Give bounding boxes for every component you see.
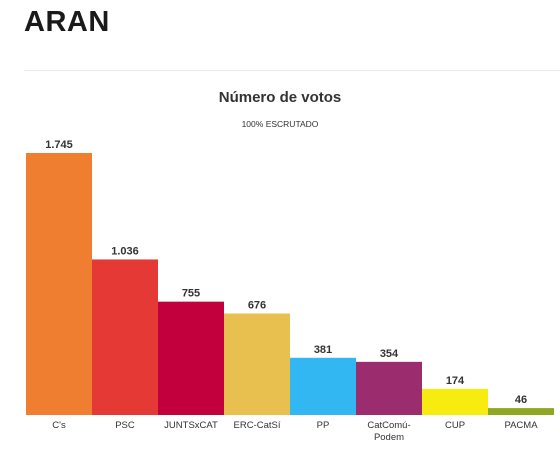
value-label: 381 [314, 344, 332, 356]
category-label: JUNTSxCAT [164, 420, 218, 431]
bar-5 [290, 357, 356, 415]
bar-1 [26, 153, 92, 415]
bar-6 [356, 361, 422, 415]
value-label: 1.036 [111, 245, 139, 257]
value-label: 676 [248, 300, 266, 312]
value-label: 174 [446, 375, 465, 387]
category-label: PSC [115, 420, 135, 431]
value-label: 755 [182, 288, 200, 300]
region-title: ARAN [24, 6, 110, 38]
chart-title: Número de votos [218, 89, 342, 106]
value-label: 1.745 [45, 139, 73, 151]
bar-7 [422, 388, 488, 415]
scrutinized-percent: 100% [241, 119, 264, 129]
category-label: PACMA [504, 420, 538, 431]
category-label: C's [52, 420, 66, 431]
category-label: CUP [445, 420, 465, 431]
category-label: ERC-CatSí [234, 420, 281, 431]
chart-subtitle: 100% ESCRUTADO [0, 119, 560, 129]
value-label: 354 [380, 348, 399, 360]
bar-3 [158, 301, 224, 415]
bar-4 [224, 313, 290, 415]
bar-2 [92, 259, 158, 415]
scrutinized-label: ESCRUTADO [265, 119, 319, 129]
category-label: CatComú-Podem [367, 420, 410, 443]
value-label: 46 [515, 394, 527, 406]
category-label: PP [317, 420, 330, 431]
bar-8 [488, 408, 554, 415]
divider [24, 70, 560, 71]
